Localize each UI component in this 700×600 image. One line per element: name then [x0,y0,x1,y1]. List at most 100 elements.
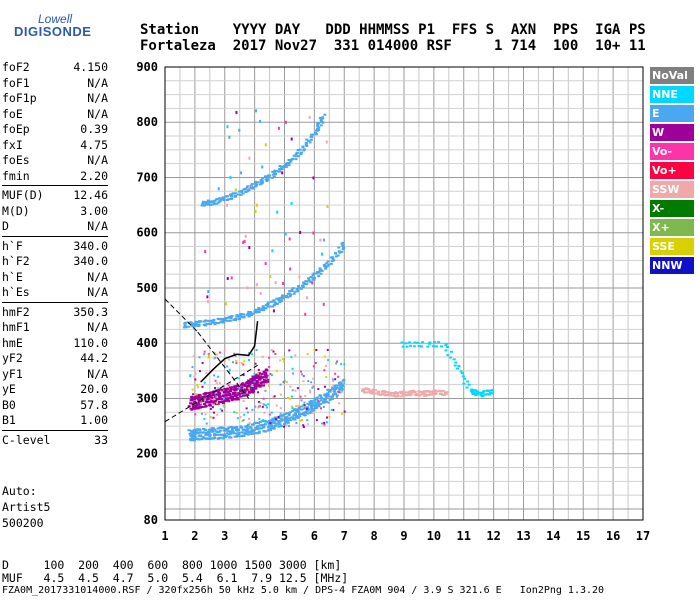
trace-point [257,306,261,309]
scatter-echo [323,423,326,426]
trace-point [368,391,372,394]
trace-point [208,322,212,325]
trace-point [269,427,273,430]
trace-point [201,435,205,438]
trace-point [262,420,266,423]
param-name: yE [2,382,16,396]
trace-point [444,342,448,345]
trace-point [396,394,400,397]
trace-point [295,151,299,154]
scatter-echo [191,388,194,391]
trace-point [305,280,309,283]
param-name: hmE [2,335,23,350]
scatter-echo [301,418,304,421]
trace-point [192,431,196,434]
trace-point [481,394,485,397]
trace-point [271,170,275,173]
trace-point [339,385,343,388]
param-name: M(D) [2,203,30,218]
trace-point [231,427,235,430]
trace-point [265,180,269,183]
trace-point [222,437,226,440]
scatter-echo [310,381,313,384]
trace-point [313,276,317,279]
trace-point [342,378,346,381]
trace-point [254,182,258,185]
trace-point [309,405,313,408]
scatter-echo [205,372,208,375]
trace-point [437,341,441,344]
scatter-echo [332,380,335,383]
scatter-echo [241,420,244,423]
trace-point [288,295,292,298]
trace-point [247,189,251,192]
x-tick-label: 7 [341,529,348,543]
scatter-echo [313,397,316,400]
trace-point [210,437,214,440]
trace-point [315,271,319,274]
trace-point [271,305,275,308]
trace-point [275,297,279,300]
trace-point [245,386,249,389]
trace-point [192,433,196,436]
trace-point [202,437,206,440]
trace-point [235,396,239,399]
trace-point [290,288,294,291]
param-value: 4.75 [80,137,108,152]
trace-point [194,429,198,432]
scatter-echo [309,389,312,392]
trace-point [210,321,214,324]
scatter-echo [247,417,250,420]
trace-point [315,398,319,401]
trace-point [299,287,303,290]
param-value: 350.3 [73,304,108,319]
trace-point [235,314,239,317]
trace-point [294,416,298,419]
trace-point [417,390,421,393]
trace-point [255,183,259,186]
scatter-echo [299,419,302,422]
trace-point [226,427,230,430]
scatter-echo [279,383,282,386]
param-value: N/A [87,285,108,299]
trace-point [330,387,334,390]
trace-point [256,375,260,378]
trace-point [257,421,261,424]
trace-point [371,388,375,391]
trace-point [226,387,230,390]
trace-point [278,420,282,423]
trace-point [211,391,215,394]
scatter-echo [309,391,312,394]
trace-point [369,389,373,392]
trace-point [245,429,249,432]
trace-point [221,402,225,405]
trace-point [337,250,341,253]
trace-point [469,389,473,392]
trace-point [213,399,217,402]
trace-point [247,379,251,382]
trace-point [196,428,200,431]
trace-point [230,315,234,318]
trace-point [270,300,274,303]
scatter-echo [281,171,284,175]
scatter-echo [255,349,258,352]
scatter-echo [279,412,282,415]
trace-point [217,322,221,325]
trace-point [231,192,235,195]
trace-point [258,424,262,427]
scatter-echo [207,392,210,395]
trace-point [424,390,428,393]
scatter-echo [214,388,217,391]
trace-point [246,190,250,193]
trace-point [241,389,245,392]
trace-point [204,202,208,205]
trace-point [187,429,191,432]
trace-point [190,408,194,411]
trace-point [312,408,316,411]
trace-point [326,394,330,397]
param-name: h`F [2,238,23,253]
trace-point [470,388,474,391]
trace-point [228,386,232,389]
trace-point [341,244,345,247]
trace-point [307,408,311,411]
